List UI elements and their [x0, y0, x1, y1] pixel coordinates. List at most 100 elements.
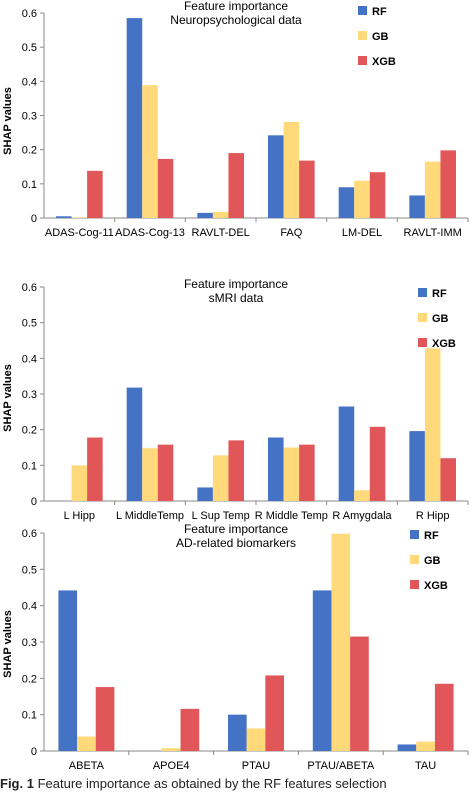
legend-swatch-xgb [410, 580, 419, 589]
bar-xgb [440, 150, 456, 218]
x-tick-label: ADAS-Cog-13 [115, 227, 185, 239]
bar-gb [424, 161, 441, 218]
legend-swatch-gb [358, 31, 367, 40]
legend-swatch-gb [410, 555, 419, 564]
y-tick-label: 0.3 [22, 389, 37, 401]
x-tick-label: PTAU [242, 760, 271, 772]
y-tick-label: 0.1 [22, 710, 37, 722]
bar-gb [416, 741, 435, 751]
bar-xgb [440, 458, 456, 501]
x-tick-label: PTAU/ABETA [307, 760, 374, 772]
bar-rf [397, 744, 417, 751]
bar-rf [409, 431, 425, 501]
x-tick-label: ADAS-Cog-11 [45, 227, 114, 239]
bar-rf [268, 135, 284, 218]
bar-xgb [369, 172, 386, 218]
legend-swatch-xgb [418, 338, 427, 347]
y-axis-label: SHAP values [2, 87, 14, 155]
bar-gb [142, 85, 158, 218]
bar-rf [409, 195, 425, 218]
bar-gb [246, 728, 266, 751]
y-tick-label: 0.1 [22, 179, 37, 191]
bar-gb [212, 455, 229, 501]
bar-xgb [157, 158, 174, 218]
bar-xgb [180, 708, 200, 751]
bar-xgb [350, 636, 369, 751]
x-tick-label: RAVLT-DEL [192, 227, 250, 239]
bar-gb [77, 736, 96, 751]
bar-gb [283, 121, 300, 218]
x-tick-label: RAVLT-IMM [404, 227, 462, 239]
bar-gb [161, 748, 181, 751]
x-tick-label: L MiddleTemp [116, 510, 184, 522]
bar-xgb [95, 687, 115, 751]
y-tick-label: 0.6 [22, 528, 37, 540]
legend-label-xgb: XGB [372, 56, 396, 68]
x-tick-label: L Hipp [64, 510, 95, 522]
chart-biomarkers: 0 0.1 0.2 0.3 0.4 0.5 0.6 ABETA APOE4 PTAU PTAU/AB… [2, 522, 469, 772]
bar-xgb [434, 683, 454, 751]
bar-gb [354, 180, 370, 218]
y-tick-label: 0 [31, 746, 37, 758]
bar-rf [312, 590, 332, 751]
bar-gb [212, 211, 229, 218]
y-tick-label: 0.4 [22, 76, 37, 88]
x-tick-label: FAQ [280, 227, 302, 239]
bar-xgb [265, 675, 284, 751]
bar-gb [142, 448, 158, 501]
legend-label-rf: RF [424, 530, 439, 542]
chart-subtitle: AD-related biomarkers [176, 536, 296, 550]
bar-xgb [87, 170, 103, 218]
y-axis-label: SHAP values [2, 364, 14, 432]
chart-panel-smri: 0 0.1 0.2 0.3 0.4 0.5 0.6 L Hipp L MiddleTemp L S… [0, 272, 474, 522]
y-tick-label: 0 [31, 496, 37, 508]
bar-rf [268, 437, 284, 501]
chart-smri: 0 0.1 0.2 0.3 0.4 0.5 0.6 L Hipp L MiddleTemp L S… [2, 277, 469, 522]
y-tick-label: 0.2 [22, 673, 37, 685]
bar-xgb [228, 440, 244, 501]
y-tick-label: 0.3 [22, 637, 37, 649]
bar-gb [331, 533, 351, 751]
legend-swatch-gb [418, 313, 427, 322]
y-tick-label: 0.5 [22, 42, 37, 54]
y-tick-label: 0.5 [22, 318, 37, 330]
bar-gb [354, 490, 370, 501]
legend-label-gb: GB [432, 313, 449, 325]
bar-rf [126, 387, 143, 501]
legend-label-xgb: XGB [432, 338, 456, 350]
bar-xgb [87, 437, 103, 501]
bar-rf [56, 216, 72, 218]
bar-rf [58, 590, 78, 751]
legend-swatch-rf [358, 6, 367, 15]
legend-label-gb: GB [424, 555, 441, 567]
bar-xgb [228, 153, 244, 218]
x-tick-label: TAU [415, 760, 436, 772]
figure-caption: Fig. 1 Feature importance as obtained by… [0, 776, 474, 791]
bar-gb [71, 465, 88, 501]
y-tick-label: 0 [31, 213, 37, 225]
x-tick-label: LM-DEL [342, 227, 382, 239]
legend-label-xgb: XGB [424, 580, 448, 592]
y-tick-label: 0.6 [22, 8, 37, 20]
bar-rf [338, 406, 355, 501]
bar-xgb [299, 444, 315, 501]
legend-label-gb: GB [372, 31, 389, 43]
y-tick-label: 0.6 [22, 282, 37, 294]
x-tick-label: ABETA [69, 760, 105, 772]
bar-xgb [369, 426, 386, 501]
chart-subtitle: sMRI data [209, 291, 264, 305]
y-tick-label: 0.4 [22, 601, 37, 613]
bar-rf [228, 714, 247, 751]
chart-neuropsychological: 0 0.1 0.2 0.3 0.4 0.5 0.6 ADAS-Cog-11 ADAS-Cog-1… [2, 0, 469, 239]
x-tick-label: R Amygdala [332, 510, 392, 522]
chart-title: Feature importance [184, 277, 288, 291]
x-tick-label: R Hipp [416, 510, 450, 522]
y-axis-label: SHAP values [2, 610, 14, 678]
legend-swatch-xgb [358, 56, 367, 65]
legend-swatch-rf [418, 288, 427, 297]
y-tick-label: 0.5 [22, 564, 37, 576]
bar-rf [126, 18, 143, 218]
bar-gb [71, 217, 88, 218]
bar-gb [283, 447, 300, 501]
